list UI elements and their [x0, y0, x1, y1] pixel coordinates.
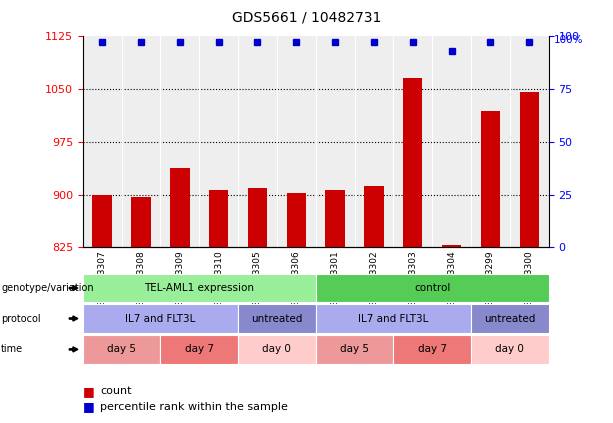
Bar [481, 111, 500, 247]
Text: untreated: untreated [484, 313, 536, 324]
Bar [131, 197, 151, 247]
Text: protocol: protocol [1, 313, 41, 324]
Text: control: control [414, 283, 451, 293]
Text: TEL-AML1 expression: TEL-AML1 expression [144, 283, 254, 293]
Text: percentile rank within the sample: percentile rank within the sample [100, 402, 287, 412]
Bar [519, 92, 539, 247]
Text: GDS5661 / 10482731: GDS5661 / 10482731 [232, 11, 381, 25]
Text: day 7: day 7 [417, 344, 447, 354]
Bar [326, 190, 345, 247]
Bar [364, 186, 384, 247]
Text: IL7 and FLT3L: IL7 and FLT3L [358, 313, 428, 324]
Bar [403, 78, 422, 247]
Text: 100%: 100% [554, 35, 584, 44]
Bar [442, 245, 462, 247]
Text: count: count [100, 386, 131, 396]
Text: day 5: day 5 [340, 344, 369, 354]
Text: genotype/variation: genotype/variation [1, 283, 94, 293]
Text: ■: ■ [83, 385, 94, 398]
Bar [287, 193, 306, 247]
Bar [93, 195, 112, 247]
Text: day 0: day 0 [495, 344, 524, 354]
Bar [248, 187, 267, 247]
Bar [170, 168, 189, 247]
Text: day 7: day 7 [185, 344, 214, 354]
Text: day 0: day 0 [262, 344, 291, 354]
Text: time: time [1, 344, 23, 354]
Bar [209, 190, 228, 247]
Text: untreated: untreated [251, 313, 303, 324]
Text: IL7 and FLT3L: IL7 and FLT3L [125, 313, 196, 324]
Text: day 5: day 5 [107, 344, 136, 354]
Text: ■: ■ [83, 401, 94, 413]
